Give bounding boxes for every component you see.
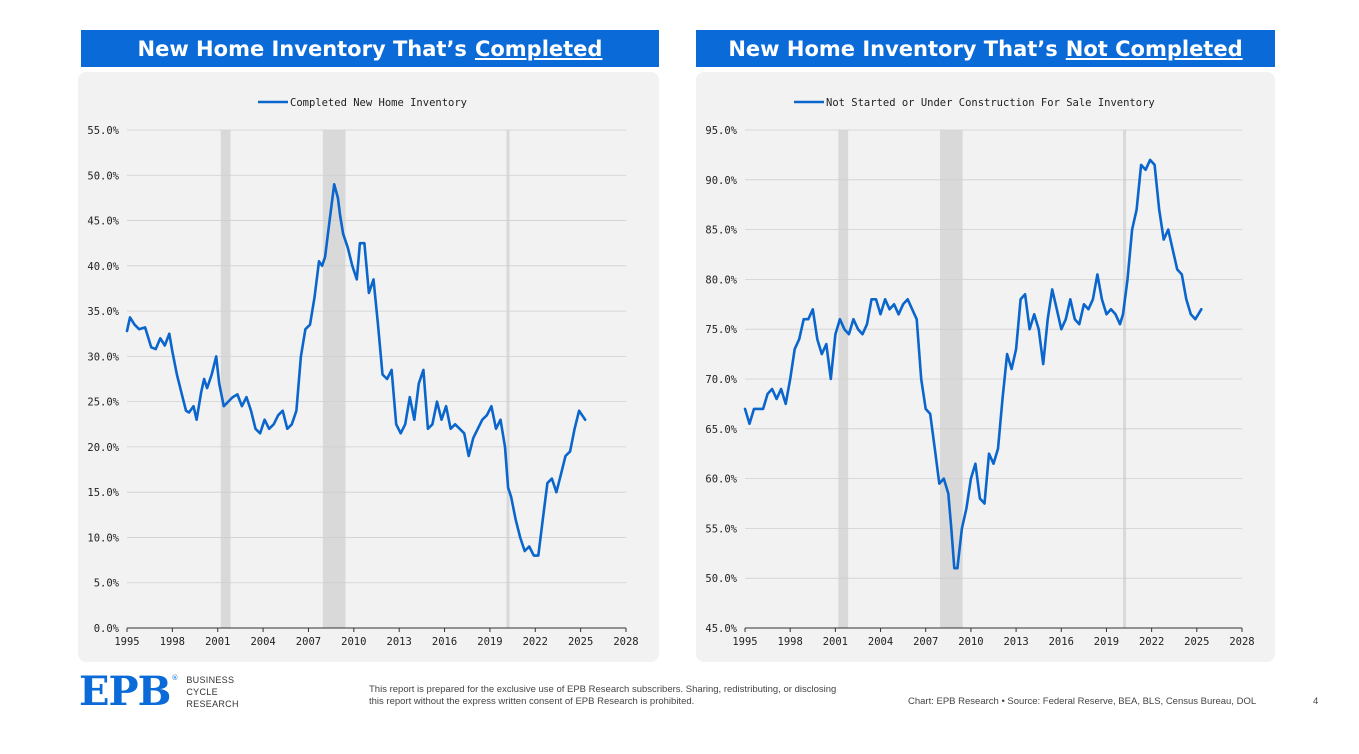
x-tick-label: 1995 [114, 636, 139, 648]
right-title-prefix: New Home Inventory That’s [728, 36, 1058, 61]
completed-inventory-chart-svg: 0.0% 5.0% 10.0% 15.0% 20.0% 25.0% 30.0% 35.0% 40… [87, 97, 638, 648]
x-tick-label: 2019 [477, 636, 502, 648]
y-tick-label: 20.0% [87, 442, 119, 454]
y-tick-label: 5.0% [94, 578, 120, 590]
left-title-underlined: Completed [474, 36, 603, 61]
y-tick-label: 60.0% [705, 474, 737, 486]
logo-word: RESEARCH [186, 699, 239, 709]
y-tick-label: 50.0% [87, 170, 119, 182]
logo-word: BUSINESS [186, 675, 235, 685]
y-tick-label: 70.0% [705, 374, 737, 386]
left-panel-title: New Home Inventory That’s Completed [81, 30, 659, 67]
right-panel-title: New Home Inventory That’s Not Completed [696, 30, 1275, 67]
not-completed-inventory-chart: 45.0% 50.0% 55.0% 60.0% 65.0% 70.0% 75.0% 80.0%… [696, 72, 1275, 662]
y-tick-label: 75.0% [705, 324, 737, 336]
x-tick-label: 2007 [296, 636, 321, 648]
x-tick-label: 2022 [1139, 636, 1164, 648]
legend-label: Completed New Home Inventory [290, 97, 467, 109]
y-tick-label: 15.0% [87, 487, 119, 499]
y-tick-label: 30.0% [87, 351, 119, 363]
page-number: 4 [1313, 696, 1319, 707]
legend-label: Not Started or Under Construction For Sa… [826, 97, 1155, 109]
left-title-prefix: New Home Inventory That’s [137, 36, 467, 61]
completed-inventory-chart: 0.0% 5.0% 10.0% 15.0% 20.0% 25.0% 30.0% 35.0% 40… [78, 72, 659, 662]
x-tick-label: 2022 [523, 636, 548, 648]
disclaimer-text: This report is prepared for the exclusiv… [369, 684, 837, 707]
x-tick-label: 2001 [205, 636, 230, 648]
y-tick-label: 55.0% [705, 523, 737, 535]
y-tick-label: 10.0% [87, 532, 119, 544]
x-tick-label: 2013 [387, 636, 412, 648]
x-tick-label: 2028 [613, 636, 638, 648]
x-tick-label: 2010 [341, 636, 366, 648]
recession-band [506, 130, 510, 628]
x-tick-label: 2004 [868, 636, 893, 648]
recession-band [220, 130, 231, 628]
source-text: Chart: EPB Research • Source: Federal Re… [908, 696, 1257, 707]
x-tick-label: 2010 [958, 636, 983, 648]
x-tick-label: 2001 [823, 636, 848, 648]
epb-logo: EPB ® BUSINESS CYCLE RESEARCH [79, 672, 239, 712]
logo-wordmark: BUSINESS CYCLE RESEARCH [186, 674, 238, 710]
y-tick-label: 80.0% [705, 274, 737, 286]
y-tick-label: 50.0% [705, 573, 737, 585]
x-tick-label: 2025 [1184, 636, 1209, 648]
x-tick-label: 1998 [160, 636, 185, 648]
recession-band [322, 130, 346, 628]
logo-registered-mark: ® [171, 674, 179, 682]
x-tick-label: 2016 [432, 636, 457, 648]
y-tick-label: 65.0% [705, 424, 737, 436]
x-tick-label: 2025 [568, 636, 593, 648]
series-line [743, 158, 1203, 570]
not-completed-inventory-chart-svg: 45.0% 50.0% 55.0% 60.0% 65.0% 70.0% 75.0% 80.0%… [705, 97, 1254, 648]
x-tick-label: 2013 [1003, 636, 1028, 648]
x-tick-label: 2016 [1049, 636, 1074, 648]
y-tick-label: 45.0% [87, 216, 119, 228]
y-tick-label: 95.0% [705, 125, 737, 137]
x-tick-label: 2007 [913, 636, 938, 648]
y-tick-label: 0.0% [94, 623, 120, 635]
series-line [125, 183, 587, 557]
logo-mark: EPB [79, 668, 171, 715]
y-tick-label: 25.0% [87, 397, 119, 409]
y-tick-label: 85.0% [705, 225, 737, 237]
logo-word: CYCLE [186, 687, 218, 697]
y-tick-label: 45.0% [705, 623, 737, 635]
y-tick-label: 55.0% [87, 125, 119, 137]
x-tick-label: 2028 [1229, 636, 1254, 648]
x-tick-label: 2019 [1094, 636, 1119, 648]
y-tick-label: 35.0% [87, 306, 119, 318]
x-tick-label: 2004 [250, 636, 275, 648]
y-tick-label: 40.0% [87, 261, 119, 273]
x-tick-label: 1998 [778, 636, 803, 648]
y-tick-label: 90.0% [705, 175, 737, 187]
x-tick-label: 1995 [732, 636, 757, 648]
right-title-underlined: Not Completed [1065, 36, 1243, 61]
